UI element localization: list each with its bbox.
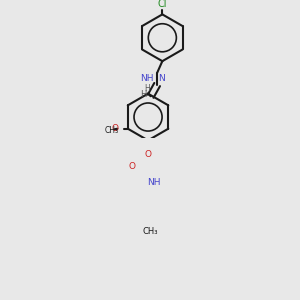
Text: NH: NH xyxy=(140,74,154,83)
Text: N: N xyxy=(158,74,165,83)
Text: O: O xyxy=(112,124,119,133)
Text: O: O xyxy=(145,149,152,158)
Text: CH₃: CH₃ xyxy=(104,125,118,134)
Text: Cl: Cl xyxy=(158,0,167,9)
Text: H: H xyxy=(145,84,150,93)
Text: H: H xyxy=(140,90,147,99)
Text: O: O xyxy=(128,162,135,171)
Text: NH: NH xyxy=(147,178,160,187)
Text: CH₃: CH₃ xyxy=(143,227,158,236)
